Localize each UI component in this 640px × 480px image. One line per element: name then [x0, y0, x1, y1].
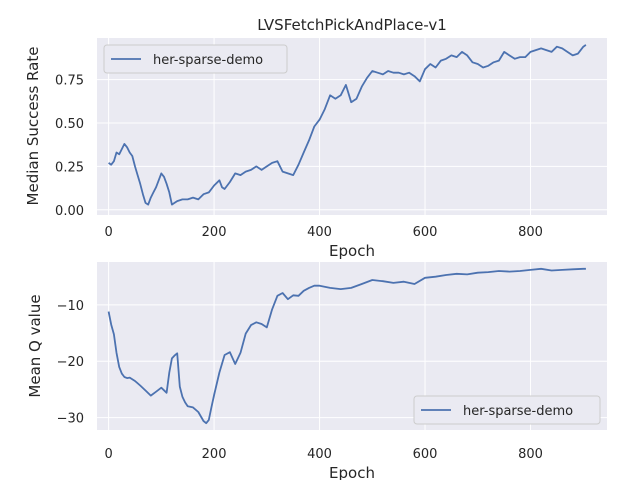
bottom-x-tick-labels: 0 200 400 600 800	[104, 447, 542, 462]
bottom-x-axis-label: Epoch	[329, 464, 375, 480]
y-tick-label: −30	[57, 412, 84, 427]
x-tick-label: 200	[202, 225, 227, 240]
y-tick-label: 0.00	[55, 204, 84, 219]
x-tick-label: 400	[307, 447, 332, 462]
y-tick-label: 0.25	[55, 160, 84, 175]
top-y-axis-label: Median Success Rate	[24, 47, 42, 206]
x-tick-label: 800	[518, 447, 543, 462]
top-series-line	[108, 44, 587, 206]
top-legend-box	[103, 44, 288, 74]
bottom-y-tick-labels: −30 −20 −10	[57, 299, 84, 427]
x-tick-label: 200	[202, 447, 227, 462]
x-tick-label: 0	[104, 225, 112, 240]
y-tick-label: 0.75	[55, 74, 84, 89]
top-legend-label: her-sparse-demo	[153, 53, 263, 68]
bottom-gridlines	[97, 262, 607, 430]
bottom-legend-box	[413, 395, 601, 425]
y-tick-label: 0.50	[55, 117, 84, 132]
top-x-tick-labels: 0 200 400 600 800	[104, 225, 542, 240]
top-legend: her-sparse-demo	[103, 44, 288, 74]
x-tick-label: 600	[413, 225, 438, 240]
top-x-axis-label: Epoch	[329, 242, 375, 260]
y-tick-label: −20	[57, 355, 84, 370]
bottom-legend-label: her-sparse-demo	[463, 404, 573, 419]
x-tick-label: 600	[413, 447, 438, 462]
bottom-legend: her-sparse-demo	[413, 395, 601, 425]
bottom-series-line	[107, 267, 586, 425]
y-tick-label: −10	[57, 299, 84, 314]
bottom-y-axis-label: Mean Q value	[26, 294, 44, 397]
top-y-tick-labels: 0.00 0.25 0.50 0.75	[55, 74, 84, 219]
top-gridlines	[97, 38, 607, 215]
x-tick-label: 800	[518, 225, 543, 240]
chart-title: LVSFetchPickAndPlace-v1	[257, 16, 447, 34]
x-tick-label: 400	[307, 225, 332, 240]
x-tick-label: 0	[104, 447, 112, 462]
